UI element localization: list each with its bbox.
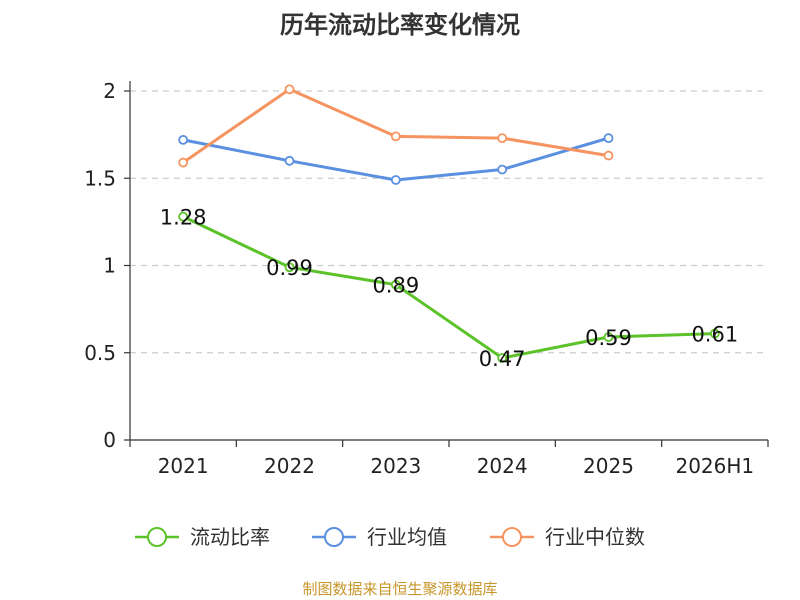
chart-title: 历年流动比率变化情况 (280, 11, 520, 39)
x-tick-label: 2023 (370, 454, 421, 478)
y-tick-label: 0 (103, 428, 116, 452)
data-point (178, 211, 189, 222)
x-tick-label: 2024 (477, 454, 528, 478)
x-tick-label: 2021 (158, 454, 209, 478)
data-point (603, 150, 614, 161)
data-label: 0.59 (585, 326, 632, 350)
data-label: 0.99 (266, 256, 313, 280)
legend-marker (502, 527, 522, 547)
data-point (390, 279, 401, 290)
x-tick-label: 2026H1 (675, 454, 754, 478)
legend-marker (147, 527, 167, 547)
y-tick-label: 0.5 (84, 341, 116, 365)
data-label: 0.47 (479, 347, 526, 371)
y-tick-label: 1 (103, 254, 116, 278)
data-label: 0.89 (372, 274, 419, 298)
data-label: 1.28 (160, 206, 207, 230)
data-point (284, 84, 295, 95)
legend-marker (324, 527, 344, 547)
x-tick-label: 2022 (264, 454, 315, 478)
legend-label: 行业均值 (367, 525, 447, 549)
data-point (497, 164, 508, 175)
legend-label: 行业中位数 (545, 525, 645, 549)
data-label: 0.61 (691, 323, 738, 347)
y-tick-label: 2 (103, 79, 116, 103)
data-point (178, 134, 189, 145)
data-point (284, 262, 295, 273)
data-point (603, 133, 614, 144)
legend-label: 流动比率 (190, 525, 270, 549)
data-point (390, 131, 401, 142)
x-tick-label: 2025 (583, 454, 634, 478)
data-point (497, 353, 508, 363)
data-point (497, 133, 508, 144)
data-point (603, 332, 614, 342)
data-point (390, 175, 401, 185)
source-note: 制图数据来自恒生聚源数据库 (302, 580, 497, 598)
data-point (284, 155, 295, 166)
data-point (178, 157, 189, 168)
y-tick-label: 1.5 (84, 166, 116, 190)
data-point (709, 328, 720, 339)
series-line (181, 215, 717, 360)
